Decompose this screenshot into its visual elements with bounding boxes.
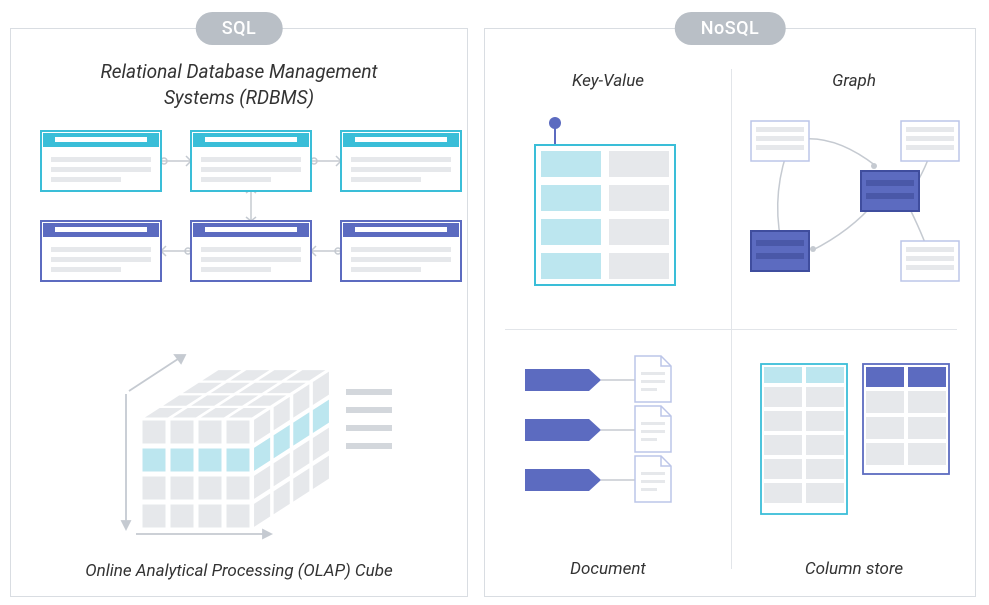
nosql-badge: NoSQL [675,12,786,45]
graph-title: Graph [731,71,977,91]
columnstore-title: Column store [731,559,977,579]
rdbms-title-line1: Relational Database Management [100,60,377,83]
kv-diagram [485,109,731,309]
sql-panel: SQL Relational Database Management Syste… [10,28,468,597]
olap-cube [11,329,469,559]
columnstore-diagram [731,344,977,544]
nosql-panel: NoSQL Key-Value Graph [484,28,976,597]
document-diagram [485,344,731,544]
nosql-divider-h [505,329,957,330]
graph-diagram [731,101,977,311]
document-title: Document [485,559,731,579]
rdbms-title-line2: Systems (RDBMS) [164,86,314,109]
rdbms-title: Relational Database Management Systems (… [11,59,467,110]
rdbms-tables-row2 [41,221,461,281]
olap-title: Online Analytical Processing (OLAP) Cube [11,561,467,581]
rdbms-diagram [11,129,469,329]
sql-badge: SQL [196,12,283,45]
kv-title: Key-Value [485,71,731,91]
rdbms-tables-row1 [41,131,461,191]
